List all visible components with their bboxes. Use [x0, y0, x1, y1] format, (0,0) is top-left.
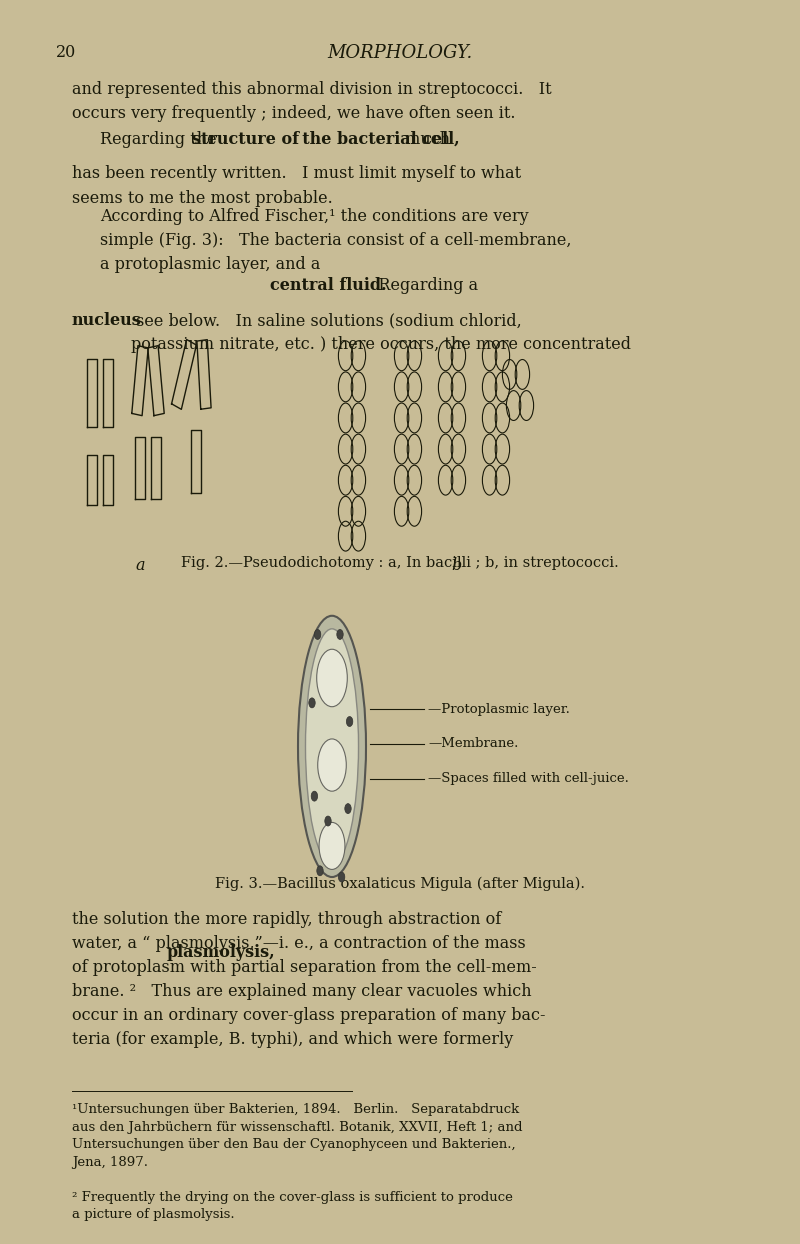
Text: plasmolysis,: plasmolysis, [166, 944, 275, 962]
Ellipse shape [325, 816, 331, 826]
Text: b: b [451, 557, 461, 573]
Ellipse shape [319, 822, 345, 870]
Text: a: a [135, 557, 145, 573]
Ellipse shape [314, 629, 321, 639]
Text: —Spaces filled with cell-juice.: —Spaces filled with cell-juice. [428, 773, 629, 785]
Ellipse shape [317, 866, 323, 876]
Text: the solution the more rapidly, through abstraction of
water, a “ plasmolysis,”—i: the solution the more rapidly, through a… [72, 911, 546, 1049]
Text: Fig. 2.—Pseudodichotomy : a, In bacilli ; b, in streptococci.: Fig. 2.—Pseudodichotomy : a, In bacilli … [181, 556, 619, 570]
Text: nucleus: nucleus [72, 312, 142, 330]
Text: 20: 20 [56, 44, 76, 61]
Text: much: much [400, 131, 450, 148]
Ellipse shape [306, 629, 358, 863]
Text: and represented this abnormal division in streptococci.   It
occurs very frequen: and represented this abnormal division i… [72, 81, 552, 122]
Text: Regarding the: Regarding the [100, 131, 222, 148]
Ellipse shape [337, 629, 343, 639]
Text: structure of the bacterial cell,: structure of the bacterial cell, [192, 131, 460, 148]
Text: Fig. 3.—Bacillus oxalaticus Migula (after Migula).: Fig. 3.—Bacillus oxalaticus Migula (afte… [215, 877, 585, 892]
Text: MORPHOLOGY.: MORPHOLOGY. [327, 44, 473, 61]
Text: ² Frequently the drying on the cover-glass is sufficient to produce
a picture of: ² Frequently the drying on the cover-gla… [72, 1191, 513, 1222]
Ellipse shape [346, 717, 353, 726]
Ellipse shape [318, 739, 346, 791]
Text: central fluid.: central fluid. [270, 277, 386, 295]
Ellipse shape [311, 791, 318, 801]
Ellipse shape [298, 616, 366, 877]
Text: see below.   In saline solutions (sodium chlorid,
potassium nitrate, etc. ) ther: see below. In saline solutions (sodium c… [131, 312, 631, 353]
Text: —Protoplasmic layer.: —Protoplasmic layer. [428, 703, 570, 715]
Ellipse shape [338, 872, 345, 882]
Text: —Membrane.: —Membrane. [428, 738, 518, 750]
Text: ¹Untersuchungen über Bakterien, 1894.   Berlin.   Separatabdruck
aus den Jahrbüc: ¹Untersuchungen über Bakterien, 1894. Be… [72, 1103, 522, 1169]
Ellipse shape [317, 649, 347, 707]
Ellipse shape [345, 804, 351, 814]
Ellipse shape [309, 698, 315, 708]
Text: According to Alfred Fischer,¹ the conditions are very
simple (Fig. 3):   The bac: According to Alfred Fischer,¹ the condit… [100, 208, 571, 272]
Text: has been recently written.   I must limit myself to what
seems to me the most pr: has been recently written. I must limit … [72, 165, 521, 207]
Text: Regarding a: Regarding a [363, 277, 478, 295]
